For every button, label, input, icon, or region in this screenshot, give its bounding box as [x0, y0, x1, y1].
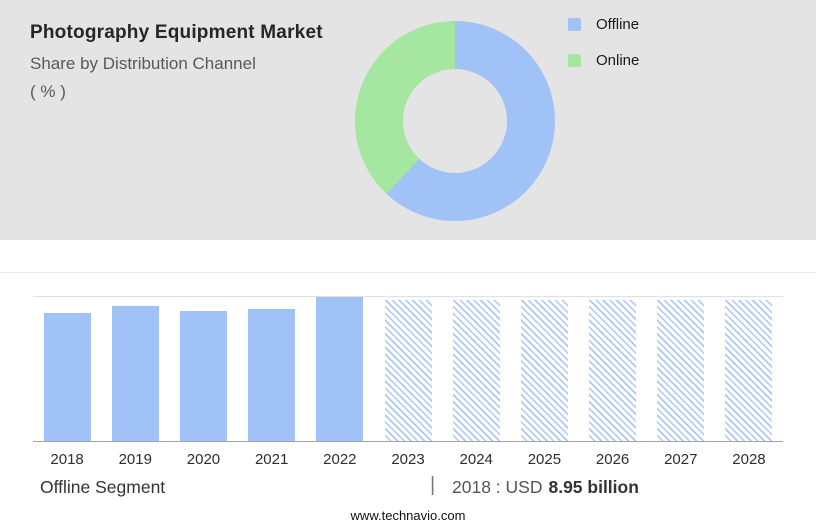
header-panel: Photography Equipment Market Share by Di…	[0, 0, 816, 240]
legend-item-offline: Offline	[568, 16, 639, 33]
x-tick-2025: 2025	[527, 451, 562, 468]
section-divider	[0, 272, 816, 273]
x-tick-2028: 2028	[732, 451, 766, 468]
value-bold: 8.95 billion	[548, 477, 639, 497]
forecast-bar-2024	[452, 299, 500, 441]
footer-separator: |	[430, 474, 436, 496]
value-callout: 2018 : USD 8.95 billion	[452, 477, 639, 498]
bar-column-2026	[579, 297, 647, 441]
legend-label: Offline	[596, 16, 640, 33]
bar-column-2024	[442, 297, 510, 441]
bar-ticks: 2018 2019 2020 2021 2022 2023 2024 2025 2026 2027…	[33, 442, 783, 468]
bar-column-2018	[33, 297, 101, 441]
page-title: Photography Equipment Market	[30, 22, 323, 43]
legend: Offline Online	[568, 16, 639, 69]
legend-swatch-icon	[568, 54, 581, 67]
segment-label: Offline Segment	[40, 477, 166, 497]
bar-2019	[111, 305, 159, 441]
value-prefix: 2018 : USD	[452, 477, 543, 497]
x-tick-2022: 2022	[323, 451, 357, 468]
footer-line: Offline Segment | 2018 : USD 8.95 billion	[0, 474, 816, 503]
forecast-bar-2025	[520, 299, 568, 441]
bar-plot	[33, 296, 783, 442]
bar-column-2023	[374, 297, 442, 441]
legend-swatch-icon	[568, 18, 581, 31]
bar-column-2020	[169, 297, 237, 441]
bar-2018	[43, 312, 91, 441]
forecast-bar-2027	[657, 299, 705, 441]
bar-2021	[248, 308, 296, 441]
unit-label: ( % )	[30, 82, 66, 101]
bar-2020	[179, 311, 227, 441]
bar-2022	[316, 297, 364, 441]
x-tick-2024: 2024	[459, 451, 493, 468]
x-tick-2020: 2020	[186, 451, 221, 468]
bar-column-2022	[306, 297, 374, 441]
bar-column-2021	[238, 297, 306, 441]
forecast-bar-2026	[589, 299, 637, 441]
x-tick-2018: 2018	[50, 451, 84, 468]
x-tick-2023: 2023	[391, 451, 425, 468]
x-tick-2026: 2026	[595, 451, 630, 468]
forecast-bar-2023	[384, 299, 432, 441]
title-block: Photography Equipment Market Share by Di…	[30, 22, 323, 102]
legend-label: Online	[596, 52, 640, 69]
bar-column-2027	[647, 297, 715, 441]
bar-column-2025	[510, 297, 578, 441]
bar-chart: 2018 2019 2020 2021 2022 2023 2024 2025 2026 2027…	[33, 296, 783, 468]
website-text: www.technavio.com	[350, 508, 466, 523]
donut-chart	[355, 21, 555, 221]
x-tick-2027: 2027	[664, 451, 698, 468]
forecast-bar-2028	[725, 299, 773, 441]
donut-hole	[403, 69, 507, 173]
x-tick-2021: 2021	[254, 451, 289, 468]
legend-item-online: Online	[568, 52, 639, 69]
bar-column-2028	[715, 297, 783, 441]
page-subtitle: Share by Distribution Channel	[30, 54, 256, 73]
bar-column-2019	[101, 297, 169, 441]
x-tick-2019: 2019	[118, 451, 152, 468]
